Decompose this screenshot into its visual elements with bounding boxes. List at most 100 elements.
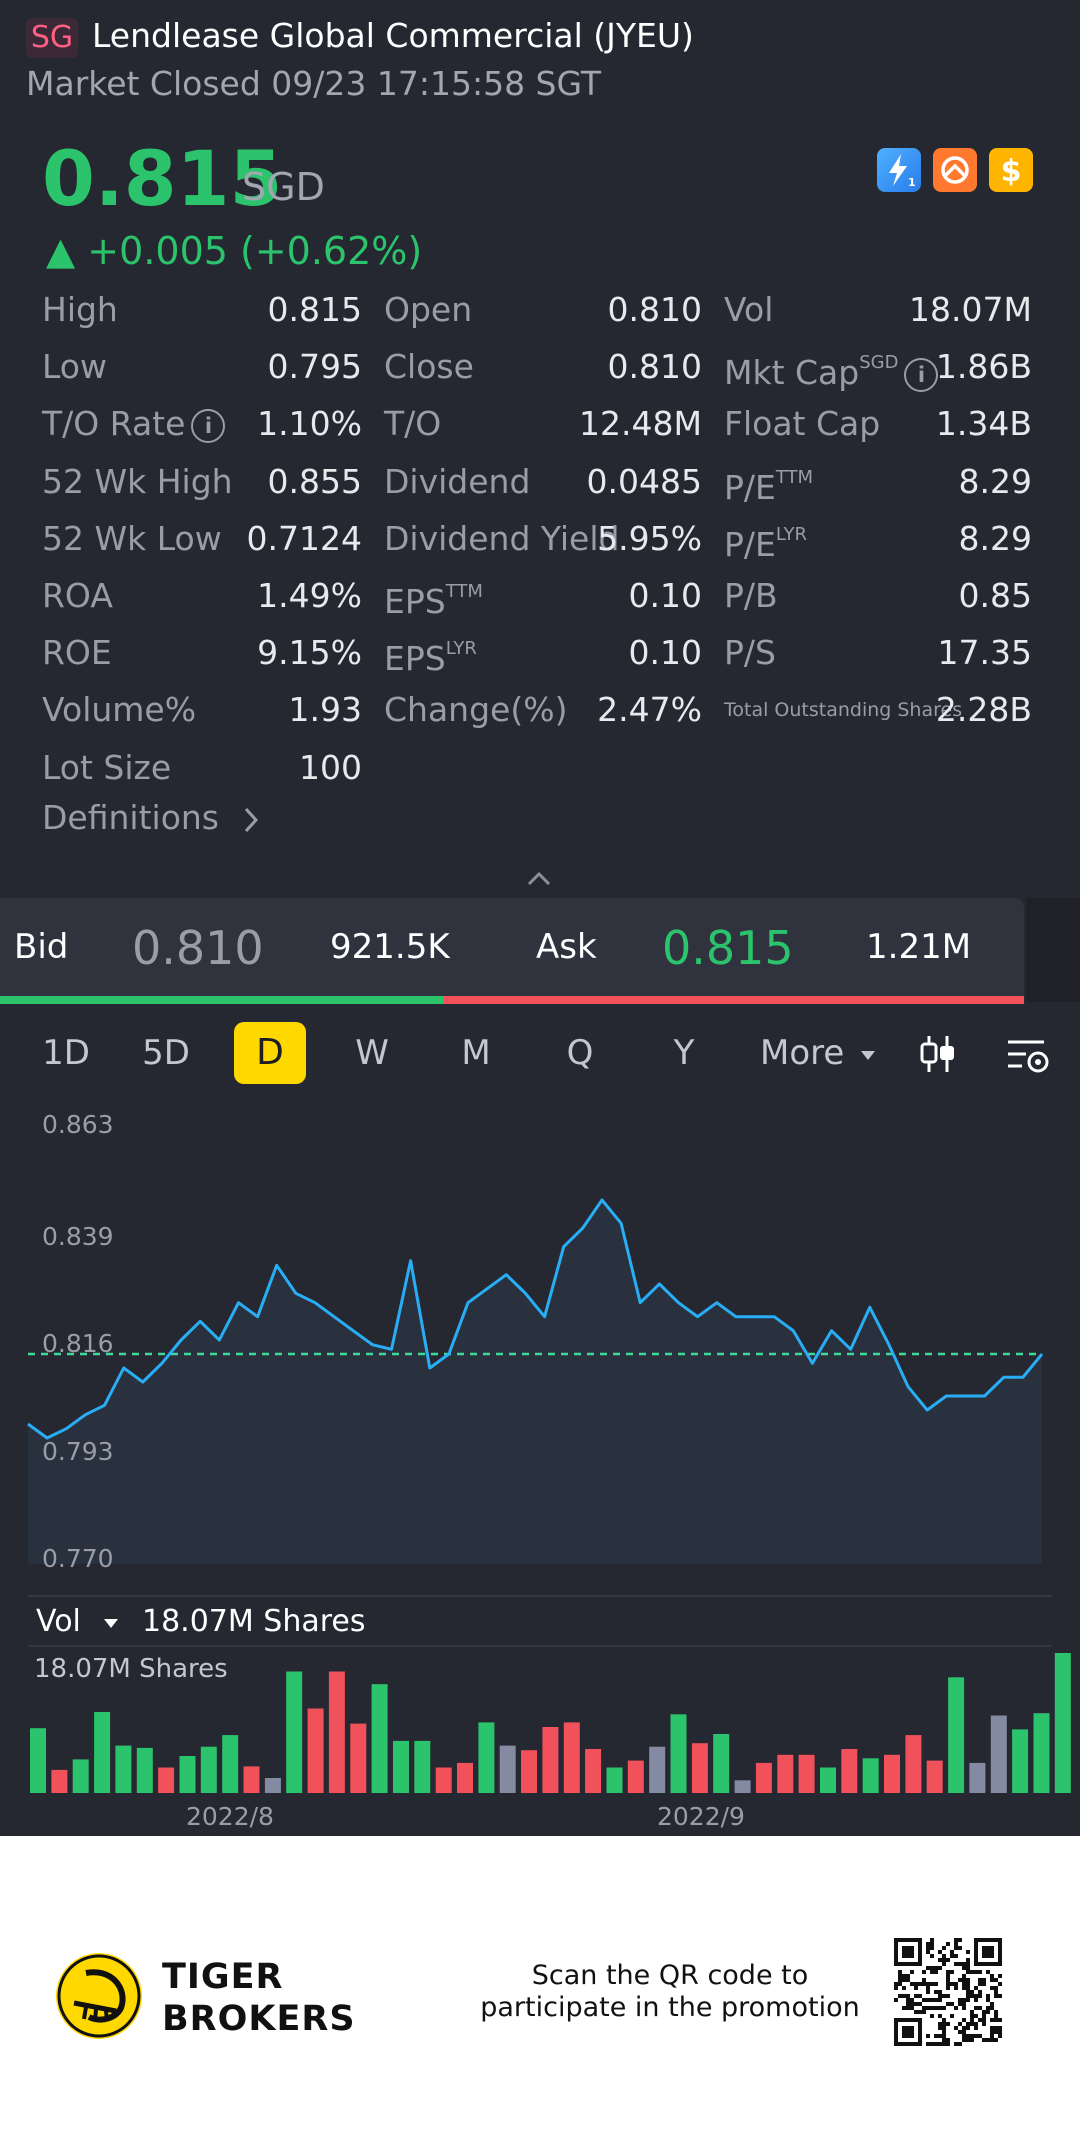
info-icon[interactable]: i — [904, 357, 939, 392]
stat-label: P/S — [724, 631, 776, 675]
promo-line-1: Scan the QR code to — [531, 1960, 809, 1991]
stat-label-superscript: LYR — [445, 638, 477, 660]
stat-label: Float Cap — [724, 402, 880, 446]
lightning-1-icon[interactable]: 1 — [877, 148, 921, 192]
stat-label-text: High — [42, 290, 118, 329]
tab-q[interactable]: Q — [566, 1033, 594, 1073]
stat-label: Change(%) — [384, 688, 567, 732]
stat-label-text: P/S — [724, 633, 776, 673]
bid-label: Bid — [14, 927, 69, 967]
stat-value: 18.07M — [909, 290, 1032, 329]
tiger-logo-icon — [56, 1953, 142, 2039]
caret-down-icon — [104, 1618, 119, 1628]
stock-title: Lendlease Global Commercial (JYEU) — [92, 16, 694, 55]
stat-label-text: ROE — [42, 633, 112, 673]
chevron-up-icon[interactable] — [526, 866, 552, 892]
stat-label: High — [42, 288, 118, 332]
volume-bar — [1054, 1653, 1071, 1793]
volume-bar — [179, 1756, 196, 1793]
volume-bar — [990, 1715, 1007, 1793]
tab-5d[interactable]: 5D — [142, 1033, 190, 1073]
volume-bar — [371, 1684, 388, 1793]
stat-value: 1.49% — [257, 576, 362, 615]
volume-bar — [948, 1677, 965, 1793]
volume-bar — [72, 1759, 89, 1793]
stat-label-superscript: TTM — [775, 466, 814, 488]
ask-label: Ask — [536, 927, 597, 967]
stat-value: 17.35 — [937, 633, 1032, 673]
volume-max-label: 18.07M Shares — [34, 1654, 228, 1684]
stat-label: P/ELYR — [724, 517, 807, 567]
volume-bar — [969, 1762, 986, 1793]
stat-value: 8.29 — [958, 518, 1032, 558]
info-icon[interactable]: i — [191, 408, 226, 443]
ask-ratio-bar — [444, 996, 1024, 1004]
stat-value: 8.29 — [958, 461, 1032, 501]
more-dropdown[interactable]: More — [760, 1030, 877, 1076]
stat-label: EPSLYR — [384, 631, 477, 681]
tab-y[interactable]: Y — [673, 1033, 695, 1073]
volume-header[interactable]: Vol 18.07M Shares — [36, 1602, 366, 1642]
tab-1d[interactable]: 1D — [42, 1033, 90, 1073]
volume-bar — [841, 1749, 858, 1793]
volume-bar — [713, 1734, 730, 1793]
stat-label-text: Lot Size — [42, 747, 172, 787]
y-tick-label: 0.863 — [42, 1110, 114, 1139]
stat-label[interactable]: T/O Rate i — [42, 402, 226, 446]
tab-m[interactable]: M — [461, 1033, 491, 1073]
stat-label[interactable]: Mkt CapSGD i — [724, 345, 939, 395]
stat-label-text: Change(%) — [384, 690, 568, 730]
volume-bar — [499, 1745, 516, 1793]
indicator-settings-icon[interactable] — [1004, 1036, 1054, 1076]
stat-label: ROA — [42, 574, 113, 618]
volume-bar — [585, 1749, 602, 1793]
stat-value: 1.86B — [935, 347, 1032, 387]
stat-label-text: P/B — [724, 576, 778, 615]
volume-chart[interactable] — [0, 1640, 1080, 1800]
definitions-label: Definitions — [42, 798, 219, 837]
volume-bar — [115, 1745, 132, 1793]
ask-price: 0.815 — [662, 921, 794, 975]
bid-ratio-bar — [0, 996, 444, 1004]
stat-label: EPSTTM — [384, 574, 483, 624]
volume-bar — [478, 1722, 495, 1793]
stat-label-text: Vol — [724, 290, 774, 329]
price-chart[interactable] — [0, 1110, 1080, 1600]
stat-label-text: EPS — [384, 639, 446, 679]
tab-d[interactable]: D — [234, 1022, 306, 1084]
definitions-link[interactable]: Definitions — [42, 796, 262, 840]
promo-line-2: participate in the promotion — [480, 1992, 860, 2023]
volume-title: Vol — [36, 1604, 81, 1639]
y-tick-label: 0.793 — [42, 1436, 114, 1466]
bid-ask-side-strip — [1026, 898, 1080, 1002]
stat-label: ROE — [42, 631, 112, 675]
volume-bar — [1033, 1713, 1050, 1793]
volume-bar — [1012, 1729, 1029, 1793]
stat-label-text: P/E — [724, 524, 776, 564]
x-label-aug: 2022/8 — [186, 1802, 274, 1831]
volume-bar — [670, 1714, 687, 1793]
price-area — [28, 1200, 1042, 1564]
stat-value: 2.28B — [935, 690, 1032, 730]
volume-bar — [691, 1743, 708, 1793]
x-label-sep: 2022/9 — [657, 1802, 745, 1831]
stat-label-text: Dividend — [384, 461, 531, 501]
stat-label-text: ROA — [42, 576, 113, 615]
bid-ask-panel[interactable] — [0, 898, 1024, 1002]
volume-bar — [926, 1760, 943, 1793]
chevron-right-icon — [244, 807, 258, 832]
stat-value: 1.10% — [257, 404, 362, 444]
tab-w[interactable]: W — [355, 1033, 389, 1073]
candlestick-icon[interactable] — [918, 1032, 958, 1076]
volume-bar — [734, 1780, 751, 1793]
options-wheel-icon[interactable] — [933, 148, 977, 192]
stat-value: 5.95% — [597, 518, 702, 558]
volume-bar — [51, 1769, 68, 1793]
stat-label-superscript: TTM — [445, 581, 483, 602]
stat-label: T/O — [384, 402, 441, 446]
volume-bar — [563, 1722, 580, 1793]
dollar-icon[interactable]: $ — [989, 148, 1033, 192]
stat-label: Lot Size — [42, 746, 171, 790]
stat-label-text: T/O — [384, 404, 442, 444]
volume-bar — [243, 1766, 260, 1793]
